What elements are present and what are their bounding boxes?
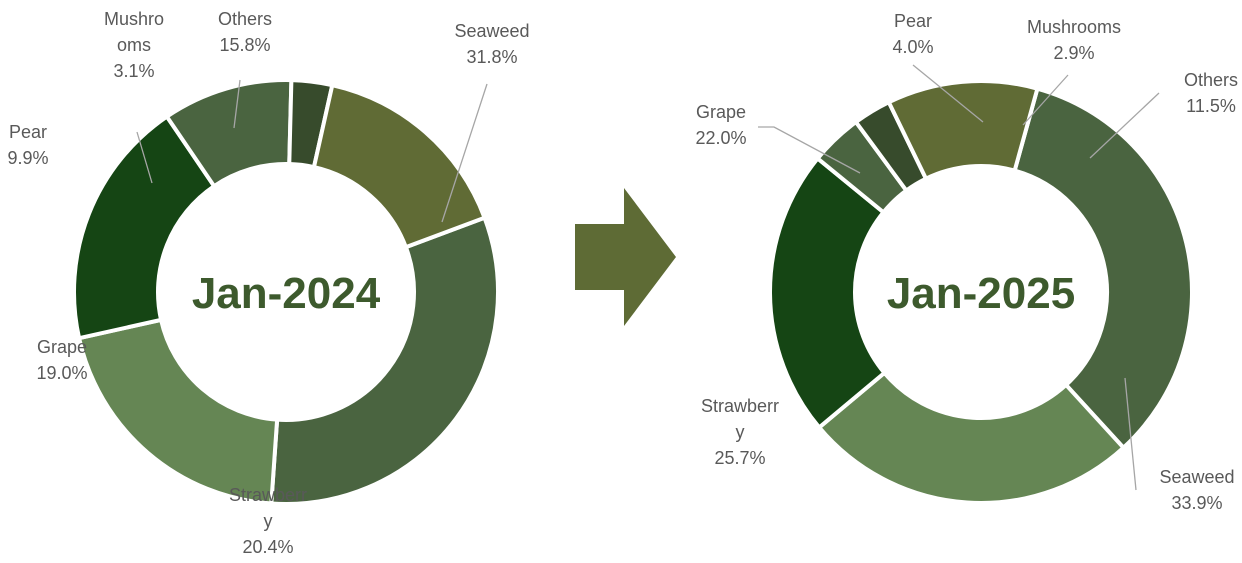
slice-others [311, 82, 488, 250]
leader-line-mushrooms [136, 131, 153, 184]
slice-grape [768, 155, 888, 431]
center-label: Jan-2025 [887, 269, 1075, 318]
slice-seaweed [1012, 86, 1194, 451]
data-label-pear: Pear 9.9% [7, 122, 48, 168]
data-label-grape: Grape 22.0% [695, 102, 746, 148]
slice-strawberry [76, 317, 280, 506]
slice-strawberry [816, 370, 1127, 505]
data-label-strawberry: Strawberr y 25.7% [701, 396, 779, 468]
leader-line-others [233, 79, 241, 129]
leader-line-pear [912, 64, 984, 123]
data-label-others: Others 15.8% [218, 9, 272, 55]
leader-line-others [1089, 92, 1160, 159]
data-label-strawberry: Strawberr y 20.4% [229, 485, 307, 557]
leader-line-seaweed [441, 83, 488, 223]
data-label-mushrooms: Mushrooms 2.9% [1027, 17, 1121, 63]
slice-others [886, 79, 1040, 182]
data-label-mushrooms: Mushro oms 3.1% [104, 9, 164, 81]
data-label-seaweed: Seaweed 33.9% [1159, 467, 1234, 513]
donut-chart-jan-2024: Seaweed 31.8% Strawberr y 20.4% Grape 19.0% Pea… [7, 9, 529, 557]
slice-seaweed [269, 215, 500, 506]
center-label: Jan-2024 [192, 269, 381, 318]
leader-line-seaweed [1124, 377, 1137, 491]
leader-line-mushrooms [1022, 74, 1069, 126]
data-label-seaweed: Seaweed 31.8% [454, 21, 529, 67]
transition-arrow-icon [575, 188, 676, 326]
leader-line-grape [758, 126, 861, 174]
data-label-pear: Pear 4.0% [892, 11, 933, 57]
donut-chart-jan-2025: Seaweed 33.9% Strawberr y 25.7% Grape 22.0% Pea… [695, 11, 1238, 513]
data-label-others: Others 11.5% [1184, 70, 1238, 116]
data-label-grape: Grape 19.0% [36, 337, 87, 383]
